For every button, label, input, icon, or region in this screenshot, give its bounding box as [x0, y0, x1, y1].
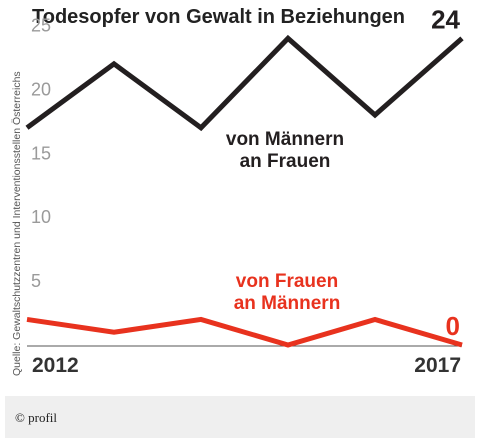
- series-label-line: von Frauen: [236, 271, 338, 292]
- end-value-women-to-men: 0: [446, 311, 460, 341]
- y-tick-label: 10: [31, 207, 51, 227]
- chart-figure: Todesopfer von Gewalt in Beziehungen 5 10…: [11, 4, 464, 377]
- y-tick-label: 5: [31, 271, 41, 291]
- series-label-line: an Frauen: [240, 151, 331, 172]
- line-chart: Todesopfer von Gewalt in Beziehungen 5 10…: [11, 4, 464, 377]
- series-line-men-to-women: [25, 34, 464, 132]
- y-tick-label: 20: [31, 79, 51, 99]
- series-label-men-to-women: von Männern an Frauen: [226, 129, 344, 172]
- y-axis-ticks: 5 10 15 20 25: [31, 16, 51, 292]
- credit-footer: © profil: [5, 396, 475, 438]
- y-tick-label: 15: [31, 143, 51, 163]
- chart-title: Todesopfer von Gewalt in Beziehungen: [32, 6, 405, 28]
- end-value-men-to-women: 24: [431, 4, 460, 34]
- series-label-women-to-men: von Frauen an Männern: [234, 271, 341, 314]
- source-note: Quelle: Gewaltschutzzentren und Interven…: [11, 71, 23, 376]
- credit-text: © profil: [15, 410, 58, 425]
- x-tick-label: 2017: [414, 354, 461, 377]
- series-line-women-to-men: [26, 316, 463, 348]
- series-label-line: an Männern: [234, 293, 341, 314]
- label-layer: von Männern an Frauen 24 von Frauen an Männe…: [32, 4, 461, 377]
- y-tick-label: 25: [31, 16, 51, 36]
- series-layer: [25, 34, 464, 348]
- series-label-line: von Männern: [226, 129, 344, 150]
- x-tick-label: 2012: [32, 354, 79, 377]
